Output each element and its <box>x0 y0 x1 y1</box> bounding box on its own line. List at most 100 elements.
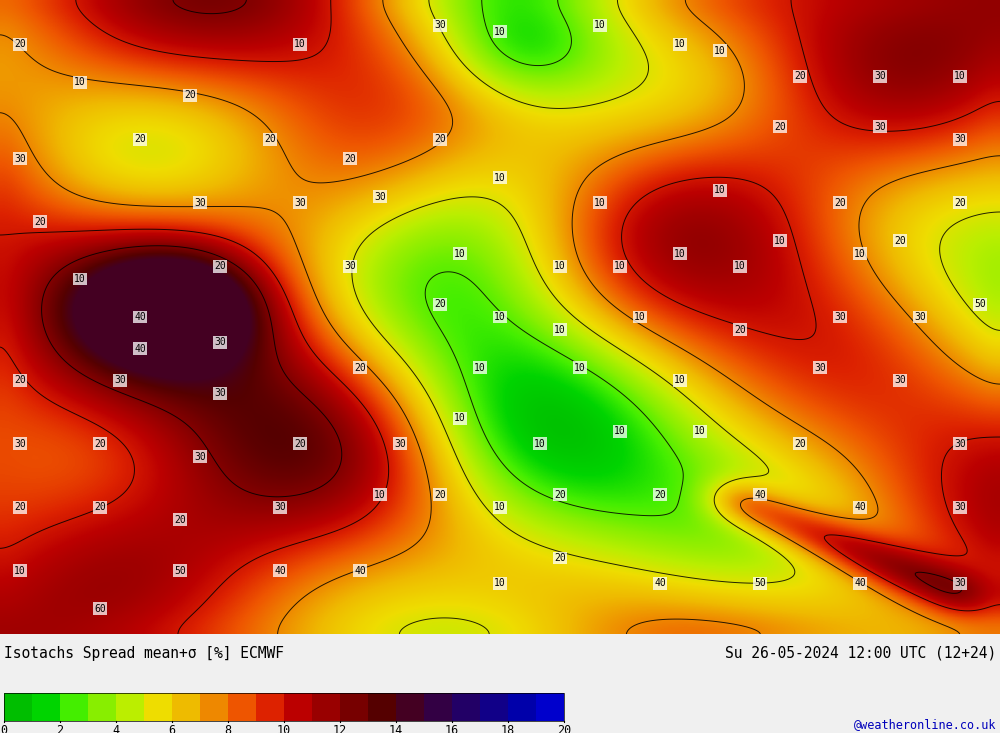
Text: 50: 50 <box>174 566 186 575</box>
Text: 10: 10 <box>74 274 86 284</box>
Text: 40: 40 <box>134 344 146 354</box>
Text: 30: 30 <box>434 21 446 30</box>
Text: 10: 10 <box>614 426 626 436</box>
Text: 30: 30 <box>954 439 966 449</box>
Text: 10: 10 <box>954 71 966 81</box>
Text: 20: 20 <box>264 134 276 144</box>
Text: 20: 20 <box>734 325 746 335</box>
Text: 20: 20 <box>434 299 446 309</box>
Text: Isotachs Spread mean+σ [%] ECMWF: Isotachs Spread mean+σ [%] ECMWF <box>4 646 284 661</box>
Text: 10: 10 <box>634 312 646 322</box>
Text: 18: 18 <box>501 724 515 733</box>
Text: 8: 8 <box>224 724 232 733</box>
Text: 20: 20 <box>134 134 146 144</box>
Text: 40: 40 <box>654 578 666 589</box>
Text: 40: 40 <box>274 566 286 575</box>
Text: 40: 40 <box>134 312 146 322</box>
Text: 10: 10 <box>574 363 586 373</box>
Bar <box>480 693 508 721</box>
Bar <box>256 693 284 721</box>
Bar <box>368 693 396 721</box>
Bar <box>32 693 60 721</box>
Text: 14: 14 <box>389 724 403 733</box>
Bar <box>536 693 564 721</box>
Text: 20: 20 <box>294 439 306 449</box>
Bar <box>228 693 256 721</box>
Text: 10: 10 <box>494 578 506 589</box>
Bar <box>4 693 564 721</box>
Text: 20: 20 <box>654 490 666 500</box>
Text: 10: 10 <box>594 198 606 208</box>
Text: 20: 20 <box>794 71 806 81</box>
Text: 20: 20 <box>354 363 366 373</box>
Text: 50: 50 <box>974 299 986 309</box>
Text: 16: 16 <box>445 724 459 733</box>
Bar <box>144 693 172 721</box>
Text: 10: 10 <box>74 78 86 87</box>
Text: 10: 10 <box>674 375 686 386</box>
Text: 10: 10 <box>674 248 686 259</box>
Text: 30: 30 <box>14 153 26 163</box>
Text: 20: 20 <box>954 198 966 208</box>
Text: 10: 10 <box>494 172 506 183</box>
Bar <box>284 693 312 721</box>
Text: 12: 12 <box>333 724 347 733</box>
Text: 10: 10 <box>494 502 506 512</box>
Text: 40: 40 <box>754 490 766 500</box>
Text: 4: 4 <box>112 724 120 733</box>
Text: 2: 2 <box>56 724 64 733</box>
Text: 20: 20 <box>14 40 26 49</box>
Text: 30: 30 <box>194 198 206 208</box>
Text: 20: 20 <box>557 724 571 733</box>
Text: 30: 30 <box>954 502 966 512</box>
Bar <box>396 693 424 721</box>
Text: 10: 10 <box>554 261 566 271</box>
Bar <box>508 693 536 721</box>
Text: 10: 10 <box>614 261 626 271</box>
Text: 20: 20 <box>34 217 46 227</box>
Text: 50: 50 <box>754 578 766 589</box>
Text: 20: 20 <box>774 122 786 132</box>
Text: 10: 10 <box>714 45 726 56</box>
Text: 20: 20 <box>14 375 26 386</box>
Text: 30: 30 <box>194 452 206 462</box>
Bar <box>312 693 340 721</box>
Text: 20: 20 <box>174 515 186 525</box>
Text: 10: 10 <box>474 363 486 373</box>
Text: 10: 10 <box>734 261 746 271</box>
Text: 10: 10 <box>374 490 386 500</box>
Text: 10: 10 <box>494 26 506 37</box>
Text: 10: 10 <box>494 312 506 322</box>
Bar <box>60 693 88 721</box>
Text: 10: 10 <box>694 426 706 436</box>
Text: 20: 20 <box>434 490 446 500</box>
Text: 10: 10 <box>854 248 866 259</box>
Text: 10: 10 <box>554 325 566 335</box>
Text: 30: 30 <box>344 261 356 271</box>
Text: 30: 30 <box>834 312 846 322</box>
Text: 30: 30 <box>814 363 826 373</box>
Text: 20: 20 <box>214 261 226 271</box>
Bar <box>452 693 480 721</box>
Text: 20: 20 <box>434 134 446 144</box>
Text: 30: 30 <box>954 578 966 589</box>
Text: 20: 20 <box>554 490 566 500</box>
Bar <box>88 693 116 721</box>
Bar <box>424 693 452 721</box>
Text: 40: 40 <box>854 502 866 512</box>
Text: 10: 10 <box>294 40 306 49</box>
Text: 30: 30 <box>294 198 306 208</box>
Text: 30: 30 <box>894 375 906 386</box>
Text: 20: 20 <box>834 198 846 208</box>
Bar <box>172 693 200 721</box>
Text: 10: 10 <box>14 566 26 575</box>
Text: 30: 30 <box>874 122 886 132</box>
Bar <box>116 693 144 721</box>
Text: 20: 20 <box>794 439 806 449</box>
Text: 30: 30 <box>114 375 126 386</box>
Text: Su 26-05-2024 12:00 UTC (12+24): Su 26-05-2024 12:00 UTC (12+24) <box>725 646 996 661</box>
Text: @weatheronline.co.uk: @weatheronline.co.uk <box>854 718 996 731</box>
Text: 20: 20 <box>94 502 106 512</box>
Text: 30: 30 <box>214 337 226 347</box>
Text: 20: 20 <box>344 153 356 163</box>
